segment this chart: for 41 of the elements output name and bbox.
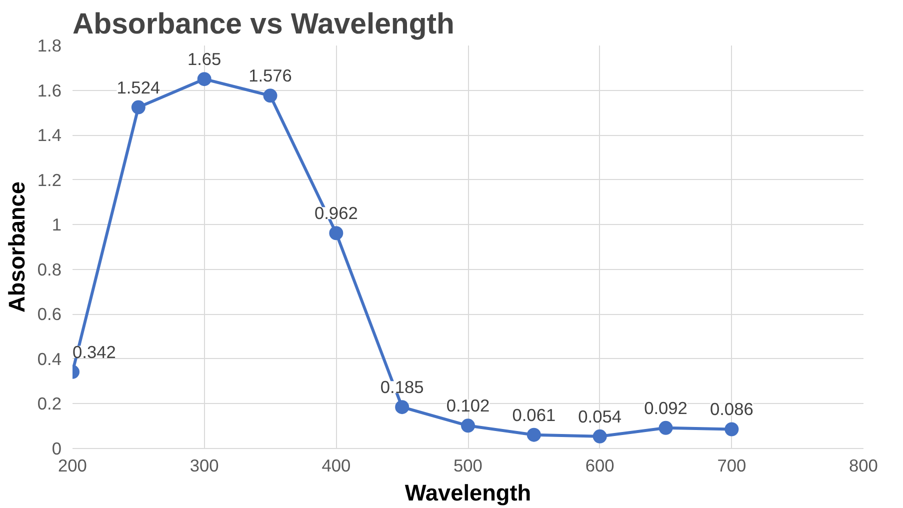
data-label: 0.185 (380, 377, 424, 398)
y-tick-label: 1.2 (37, 170, 62, 190)
point (724, 422, 739, 436)
point (329, 226, 344, 240)
x-tick-label: 200 (58, 456, 87, 476)
data-label: 0.061 (512, 404, 556, 425)
x-tick-label: 400 (322, 456, 351, 476)
y-axis-title: Absorbance (3, 182, 30, 312)
y-tick-label: 1.6 (37, 80, 62, 100)
y-tick-label: 1 (52, 214, 62, 235)
y-tick-label: 1.8 (37, 36, 62, 56)
x-tick-label: 500 (454, 456, 482, 476)
y-tick-label: 0.8 (37, 259, 62, 280)
y-tick-label: 0.4 (37, 348, 62, 369)
data-label: 1.576 (248, 66, 292, 86)
point (526, 428, 541, 442)
chart-title: Absorbance vs Wavelength (72, 8, 454, 40)
y-tick-label: 0.2 (37, 394, 62, 414)
x-tick-label: 300 (190, 456, 219, 476)
x-tick-label: 700 (717, 456, 746, 476)
x-axis-title: Wavelength (404, 480, 532, 506)
data-label: 1.65 (187, 49, 222, 70)
data-label: 0.342 (72, 342, 116, 362)
data-label: 0.086 (710, 399, 754, 420)
x-tick-label: 600 (585, 456, 614, 476)
point (131, 100, 146, 114)
point (263, 88, 278, 103)
data-label: 0.962 (314, 203, 358, 224)
data-label: 0.092 (644, 398, 688, 418)
point (461, 418, 475, 433)
point (395, 400, 410, 414)
y-tick-label: 0.6 (37, 304, 62, 324)
point (197, 72, 212, 86)
point (592, 429, 607, 444)
y-tick-label: 0 (52, 438, 62, 458)
y-tick-label: 1.4 (37, 125, 62, 146)
data-label: 0.054 (578, 406, 622, 426)
data-label: 1.524 (116, 77, 160, 98)
x-tick-label: 800 (849, 456, 878, 476)
data-label: 0.102 (446, 396, 490, 416)
point (658, 420, 673, 435)
